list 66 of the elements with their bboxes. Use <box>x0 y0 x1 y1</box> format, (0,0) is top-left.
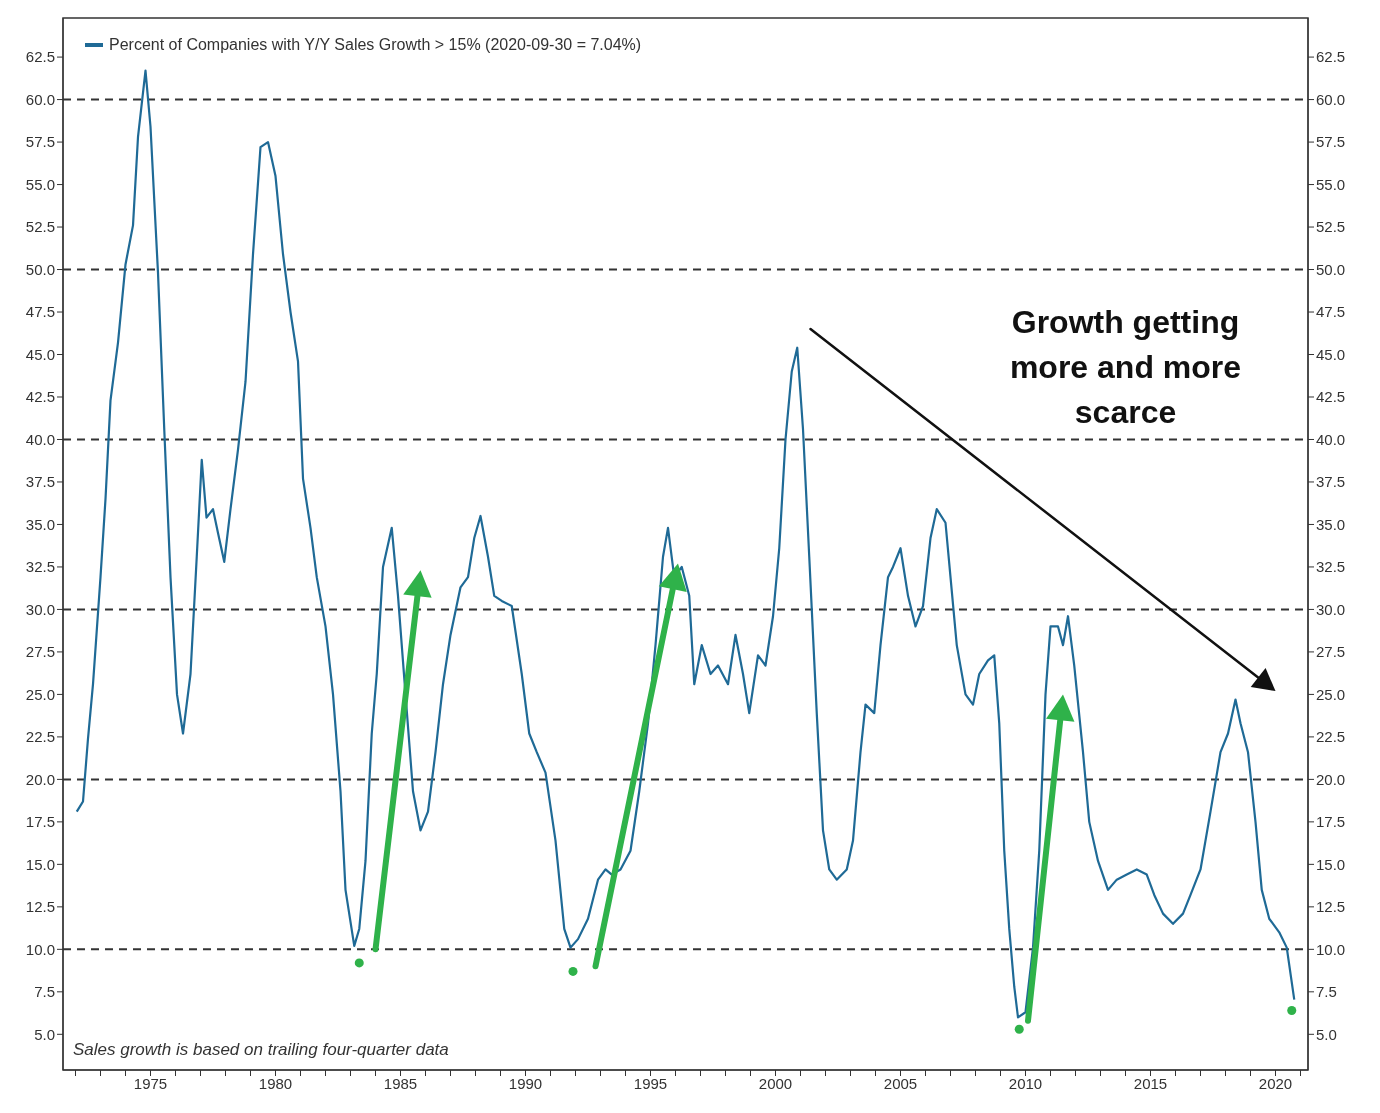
y-tick-label: 25.0 <box>25 685 55 703</box>
y-tick-label: 60.0 <box>25 90 55 108</box>
point <box>568 966 578 976</box>
y2-tick-label: 22.5 <box>1316 728 1346 746</box>
y-tick-label: 20.0 <box>25 770 55 788</box>
y-tick-label: 40.0 <box>25 430 55 448</box>
y2-tick-label: 45.0 <box>1316 345 1346 363</box>
y-tick-label: 37.5 <box>25 473 55 491</box>
y-tick-label: 17.5 <box>25 813 55 831</box>
y2-tick-label: 40.0 <box>1316 430 1346 448</box>
y-tick-label: 47.5 <box>25 303 55 321</box>
y-tick-label: 50.0 <box>25 260 55 278</box>
y2-tick-label: 10.0 <box>1316 940 1346 958</box>
y-tick-label: 30.0 <box>25 600 55 618</box>
y-tick-label: 22.5 <box>25 728 55 746</box>
y2-tick-label: 7.5 <box>1316 983 1337 1001</box>
y2-tick-label: 60.0 <box>1316 90 1346 108</box>
y2-tick-label: 42.5 <box>1316 388 1346 406</box>
x-tick-label: 2010 <box>1008 1074 1043 1092</box>
x-tick-label: 2000 <box>758 1074 793 1092</box>
y2-tick-label: 12.5 <box>1316 898 1346 916</box>
y-tick-label: 10.0 <box>25 940 55 958</box>
y-tick-label: 52.5 <box>25 218 55 236</box>
y2-tick-label: 5.0 <box>1316 1025 1337 1043</box>
y-tick-label: 32.5 <box>25 558 55 576</box>
y2-tick-label: 50.0 <box>1316 260 1346 278</box>
y2-tick-label: 37.5 <box>1316 473 1346 491</box>
y2-tick-label: 27.5 <box>1316 643 1346 661</box>
y-tick-label: 5.0 <box>34 1025 55 1043</box>
y-tick-label: 45.0 <box>25 345 55 363</box>
y-tick-label: 62.5 <box>25 48 55 66</box>
y-tick-label: 27.5 <box>25 643 55 661</box>
x-tick-label: 2020 <box>1258 1074 1293 1092</box>
y2-tick-label: 30.0 <box>1316 600 1346 618</box>
point <box>1287 1006 1297 1016</box>
y2-tick-label: 20.0 <box>1316 770 1346 788</box>
y-tick-label: 55.0 <box>25 175 55 193</box>
x-tick-label: 1995 <box>633 1074 668 1092</box>
y2-tick-label: 25.0 <box>1316 685 1346 703</box>
y2-tick-label: 62.5 <box>1316 48 1346 66</box>
y-tick-label: 35.0 <box>25 515 55 533</box>
point <box>1014 1024 1024 1034</box>
y2-tick-label: 52.5 <box>1316 218 1346 236</box>
point <box>354 958 364 968</box>
y2-tick-label: 17.5 <box>1316 813 1346 831</box>
x-tick-label: 1980 <box>258 1074 293 1092</box>
annotation: Growth getting more and more scarce <box>1008 303 1243 432</box>
legend-label: Percent of Companies with Y/Y Sales Growth > 15% (2020-09-30 = 7.04%) <box>109 36 642 54</box>
y2-tick-label: 15.0 <box>1316 855 1346 873</box>
y-tick-label: 12.5 <box>25 898 55 916</box>
annotation: Sales growth is based on trailing four-quarter data <box>73 1040 449 1060</box>
x-tick-label: 2015 <box>1133 1074 1168 1092</box>
y2-tick-label: 47.5 <box>1316 303 1346 321</box>
y-tick-label: 15.0 <box>25 855 55 873</box>
x-tick-label: 1985 <box>383 1074 418 1092</box>
y2-tick-label: 32.5 <box>1316 558 1346 576</box>
x-tick-label: 2005 <box>883 1074 918 1092</box>
line-series <box>75 69 1296 1019</box>
x-tick-label: 1975 <box>133 1074 168 1092</box>
y-tick-label: 57.5 <box>25 133 55 151</box>
y2-tick-label: 55.0 <box>1316 175 1346 193</box>
y-tick-label: 7.5 <box>34 983 55 1001</box>
x-tick-label: 1990 <box>508 1074 543 1092</box>
y-tick-label: 42.5 <box>25 388 55 406</box>
y2-tick-label: 57.5 <box>1316 133 1346 151</box>
y2-tick-label: 35.0 <box>1316 515 1346 533</box>
